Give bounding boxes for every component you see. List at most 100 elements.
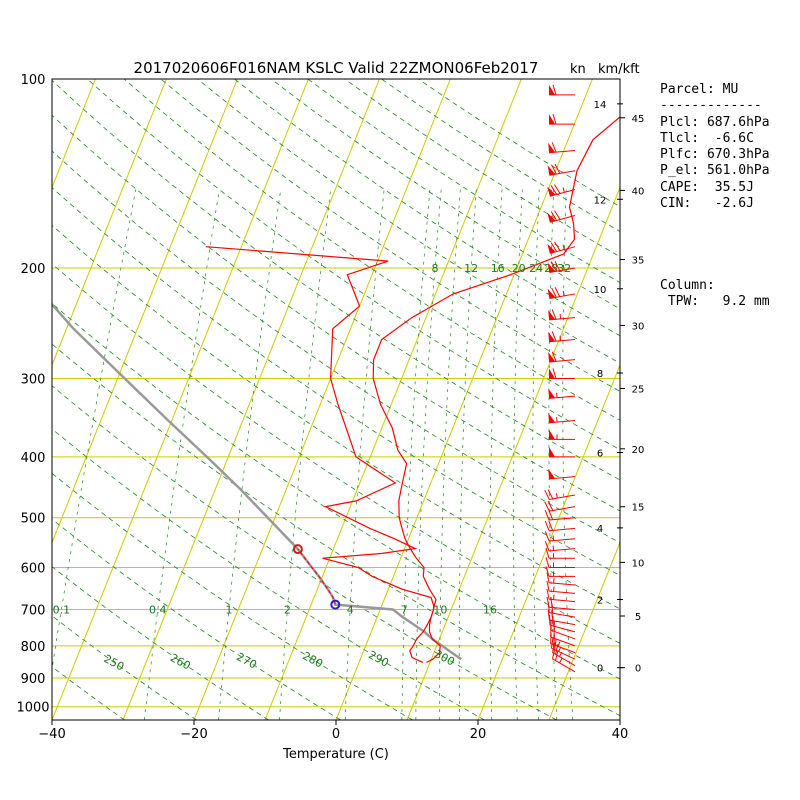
wind-barb bbox=[546, 580, 576, 594]
mixing-ratio-line bbox=[415, 189, 442, 720]
pressure-tick-label: 800 bbox=[21, 640, 46, 655]
pressure-tick-label: 400 bbox=[21, 451, 46, 466]
dewpoint-profile-line bbox=[205, 246, 435, 663]
wind-barb bbox=[547, 261, 576, 273]
km-tick-label: 12 bbox=[594, 195, 607, 206]
wind-barb-flag bbox=[547, 212, 556, 223]
isotherm-line bbox=[122, 79, 380, 720]
km-tick-label: 2 bbox=[597, 595, 603, 606]
wind-barb bbox=[548, 412, 576, 424]
chart-title: 2017020606F016NAM KSLC Valid 22ZMON06Feb… bbox=[134, 59, 539, 77]
wind-barb-staff bbox=[549, 506, 576, 512]
mixing-ratio-label: 2 bbox=[284, 603, 291, 616]
wind-barb bbox=[544, 509, 576, 521]
wind-barb bbox=[547, 287, 576, 299]
wind-barb bbox=[547, 163, 576, 176]
wind-barb-half-feather bbox=[562, 187, 565, 193]
wind-barb-feather bbox=[545, 548, 550, 559]
dry-adiabat-line bbox=[52, 566, 269, 720]
wind-barb-flag bbox=[548, 388, 556, 399]
kft-tick-label: 15 bbox=[632, 503, 645, 514]
wind-barb bbox=[549, 429, 575, 440]
wind-barb-staff bbox=[550, 643, 576, 654]
kft-tick-label: 20 bbox=[632, 445, 645, 456]
dry-adiabat-label: 260 bbox=[168, 651, 193, 672]
wind-barb-feather bbox=[552, 113, 557, 125]
wind-barb bbox=[549, 84, 575, 96]
kft-tick-label: 40 bbox=[632, 186, 645, 197]
dry-adiabat-line bbox=[52, 666, 125, 720]
kft-tick-label: 30 bbox=[632, 321, 645, 332]
kft-tick-label: 5 bbox=[635, 612, 641, 623]
wind-barb-feather bbox=[547, 500, 554, 511]
wind-barb-staff bbox=[549, 598, 576, 603]
mixing-ratio-label: 10 bbox=[433, 603, 447, 616]
wind-barb-feather bbox=[551, 287, 557, 298]
wind-barb-staff bbox=[549, 538, 576, 542]
dry-adiabat-line bbox=[52, 385, 557, 720]
x-tick-label: −20 bbox=[180, 727, 207, 742]
parcel-info-line: P_el: 561.0hPa bbox=[660, 163, 770, 179]
wind-barb-feather bbox=[544, 520, 550, 531]
mixing-ratio-line bbox=[218, 189, 282, 720]
mixing-ratio-line bbox=[344, 189, 385, 720]
wind-barb-staff bbox=[552, 652, 576, 667]
dry-adiabat-line bbox=[87, 79, 620, 451]
parcel-info-line: CIN: -2.6J bbox=[660, 196, 754, 212]
wind-barb-staff bbox=[549, 150, 576, 154]
mixing-ratio-line bbox=[279, 189, 332, 720]
mixing-ratio-label: 7 bbox=[401, 603, 408, 616]
x-tick-label: 20 bbox=[470, 727, 487, 742]
wind-barb-feather bbox=[554, 287, 561, 297]
wind-barb-feather bbox=[552, 84, 557, 96]
wind-barb-staff bbox=[549, 517, 576, 521]
parcel-info-line: Plcl: 687.6hPa bbox=[660, 114, 770, 130]
wind-barb-feather bbox=[544, 531, 550, 542]
wind-barb-feather bbox=[554, 210, 561, 220]
wind-barb-staff bbox=[549, 619, 576, 626]
mixing-ratio-line bbox=[439, 189, 461, 720]
wind-barb-staff bbox=[549, 606, 576, 610]
dry-adiabat-line bbox=[52, 719, 53, 720]
wind-barb-feather bbox=[551, 331, 557, 342]
chart-profiles bbox=[52, 116, 620, 663]
wind-barb bbox=[549, 446, 575, 458]
mixing-ratio-line bbox=[143, 189, 220, 720]
pressure-tick-label: 600 bbox=[21, 561, 46, 576]
wind-barb bbox=[544, 531, 576, 542]
wind-barb bbox=[548, 351, 576, 363]
column-info-line: TPW: 9.2 mm bbox=[660, 294, 770, 310]
wind-axis-label: kn bbox=[570, 62, 586, 77]
wind-barb bbox=[548, 388, 576, 399]
wind-barbs bbox=[544, 84, 576, 673]
x-tick-label: −40 bbox=[38, 727, 65, 742]
pressure-tick-label: 100 bbox=[21, 73, 46, 88]
km-tick-label: 4 bbox=[597, 524, 603, 535]
parcel-info-line: Parcel: MU bbox=[660, 82, 739, 97]
mixing-ratio-label: 1 bbox=[225, 603, 232, 616]
wind-barb bbox=[546, 572, 576, 586]
wind-barb-feather bbox=[544, 489, 550, 500]
wind-barb-feather bbox=[546, 572, 550, 583]
mixing-ratio-line bbox=[458, 189, 477, 720]
wind-barb bbox=[544, 541, 576, 552]
wind-barb-feather bbox=[546, 596, 550, 608]
wind-barb bbox=[548, 468, 576, 480]
parcel-info: Parcel: MU ------------- Plcl: 687.6hPa Tlc… bbox=[660, 82, 770, 212]
wind-barb-feather bbox=[550, 242, 558, 252]
dry-adiabat-line bbox=[52, 114, 620, 512]
mixing-ratio-label: 20 bbox=[512, 262, 526, 275]
wind-barb-flag bbox=[547, 186, 556, 197]
km-tick-label: 10 bbox=[594, 285, 607, 296]
wind-barb bbox=[544, 489, 576, 501]
isotherm-line bbox=[406, 186, 620, 720]
wind-barb-flag bbox=[548, 331, 556, 342]
pressure-tick-label: 1000 bbox=[16, 701, 49, 716]
dry-adiabat-line bbox=[52, 187, 620, 576]
wind-barb-staff bbox=[549, 624, 576, 633]
wind-barb-feather bbox=[544, 501, 550, 512]
wind-barb-flag bbox=[548, 412, 556, 423]
kft-tick-label: 25 bbox=[632, 384, 645, 395]
wind-barb bbox=[549, 368, 575, 379]
wind-barb-feather bbox=[546, 588, 550, 600]
